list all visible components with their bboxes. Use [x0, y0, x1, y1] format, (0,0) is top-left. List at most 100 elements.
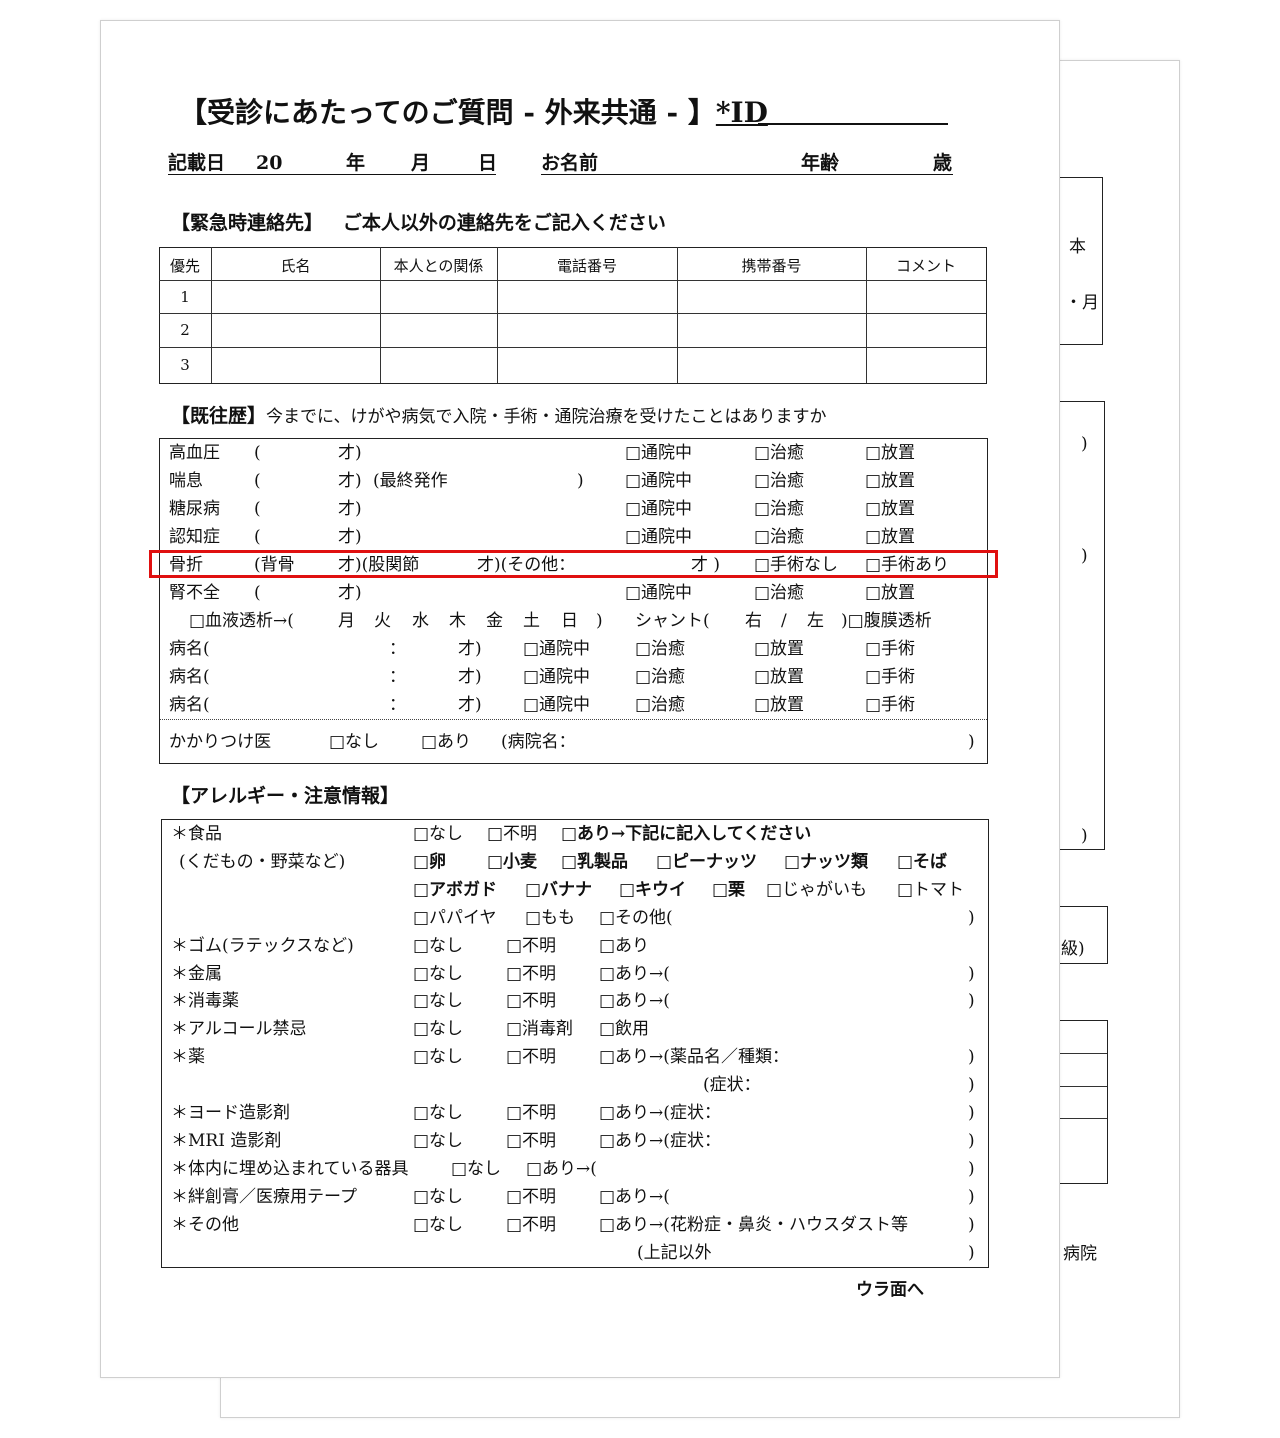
- checkbox-option[interactable]: □なし: [413, 1047, 464, 1068]
- checkbox-option[interactable]: □あり: [599, 935, 650, 956]
- history-text: 喘息: [169, 471, 203, 491]
- checkbox-option[interactable]: □アボガド: [413, 879, 498, 900]
- checkbox-option[interactable]: □あり→下記に記入してください: [561, 824, 812, 844]
- checkbox-option[interactable]: □放置: [754, 695, 805, 715]
- checkbox-option[interactable]: □治癒: [635, 695, 686, 715]
- checkbox-option[interactable]: □不明: [487, 824, 538, 844]
- checkbox-option[interactable]: □なし: [413, 1130, 464, 1151]
- checkbox-option[interactable]: □治癒: [635, 667, 686, 687]
- checkbox-option[interactable]: □あり: [421, 732, 472, 752]
- checkbox-option[interactable]: □あり→(症状：: [599, 1103, 721, 1123]
- checkbox-option[interactable]: □なし: [451, 1158, 502, 1179]
- history-text: (背骨: [254, 555, 295, 575]
- back-page-fragment: ・月: [1065, 293, 1099, 313]
- name-age-field[interactable]: [541, 174, 953, 175]
- checkbox-option[interactable]: □手術: [865, 639, 916, 659]
- checkbox-option[interactable]: □じゃがいも: [766, 879, 868, 900]
- checkbox-option[interactable]: □なし: [413, 824, 464, 844]
- id-field[interactable]: [758, 123, 948, 125]
- checkbox-option[interactable]: □通院中: [625, 499, 693, 519]
- checkbox-option[interactable]: □手術: [865, 695, 916, 715]
- history-text: 才)(その他：: [477, 555, 576, 575]
- checkbox-option[interactable]: □なし: [413, 935, 464, 956]
- date-field[interactable]: [168, 174, 496, 175]
- checkbox-option[interactable]: □あり→(症状：: [599, 1130, 721, 1151]
- checkbox-option[interactable]: □あり→(: [599, 1186, 670, 1207]
- checkbox-option[interactable]: □なし: [413, 963, 464, 984]
- checkbox-option[interactable]: □卵: [413, 851, 447, 872]
- checkbox-option[interactable]: □不明: [506, 1214, 557, 1235]
- header-label: 年齢: [801, 152, 840, 174]
- checkbox-option[interactable]: □もも: [525, 907, 576, 928]
- checkbox-option[interactable]: □通院中: [523, 695, 591, 715]
- checkbox-option[interactable]: □パパイヤ: [413, 907, 497, 928]
- family-doctor-text: かかりつけ医: [169, 732, 272, 752]
- checkbox-option[interactable]: □放置: [865, 527, 916, 547]
- checkbox-option[interactable]: □トマト: [897, 879, 965, 900]
- checkbox-option[interactable]: □治癒: [754, 499, 805, 519]
- history-text: 骨折: [169, 555, 203, 575]
- checkbox-option[interactable]: □あり→(: [599, 963, 670, 984]
- checkbox-option[interactable]: □不明: [506, 1047, 557, 1068]
- checkbox-option[interactable]: □放置: [865, 499, 916, 519]
- checkbox-option[interactable]: □キウイ: [619, 879, 687, 900]
- checkbox-option[interactable]: □その他(: [599, 907, 673, 928]
- history-text: ：: [389, 695, 406, 715]
- checkbox-option[interactable]: □手術あり: [865, 555, 950, 575]
- checkbox-option[interactable]: □ナッツ類: [784, 851, 869, 872]
- checkbox-option[interactable]: □飲用: [599, 1019, 650, 1040]
- checkbox-option[interactable]: □乳製品: [561, 851, 629, 872]
- checkbox-option[interactable]: □バナナ: [525, 879, 593, 900]
- checkbox-option[interactable]: □なし: [413, 1214, 464, 1235]
- checkbox-option[interactable]: □放置: [865, 471, 916, 491]
- checkbox-option[interactable]: □なし: [413, 1186, 464, 1207]
- allergy-text: ＊ヨード造影剤: [171, 1103, 290, 1123]
- checkbox-option[interactable]: □ピーナッツ: [656, 851, 758, 872]
- checkbox-option[interactable]: □治癒: [754, 527, 805, 547]
- checkbox-option[interactable]: □通院中: [523, 667, 591, 687]
- checkbox-option[interactable]: □なし: [413, 1019, 464, 1040]
- emergency-heading: 【緊急時連絡先】 ご本人以外の連絡先をご記入ください: [171, 212, 666, 234]
- checkbox-option[interactable]: □栗: [712, 879, 746, 900]
- history-text: シャント(: [635, 611, 710, 631]
- checkbox-option[interactable]: □治癒: [635, 639, 686, 659]
- checkbox-option[interactable]: □不明: [506, 1130, 557, 1151]
- checkbox-option[interactable]: □通院中: [625, 583, 693, 603]
- checkbox-option[interactable]: □治癒: [754, 583, 805, 603]
- checkbox-option[interactable]: □あり→(: [599, 991, 670, 1012]
- checkbox-option[interactable]: □不明: [506, 1103, 557, 1123]
- checkbox-option[interactable]: □小麦: [487, 851, 538, 872]
- checkbox-option[interactable]: □通院中: [625, 443, 693, 463]
- back-box: [1059, 177, 1103, 345]
- title-text: 【受診にあたってのご質問 - 外来共通 - 】: [179, 96, 716, 129]
- checkbox-option[interactable]: □不明: [506, 935, 557, 956]
- checkbox-option[interactable]: □通院中: [625, 527, 693, 547]
- checkbox-option[interactable]: □通院中: [523, 639, 591, 659]
- checkbox-option[interactable]: □通院中: [625, 471, 693, 491]
- history-text: 才)(股関節: [338, 555, 420, 575]
- checkbox-option[interactable]: □なし: [413, 991, 464, 1012]
- checkbox-option[interactable]: □あり→(: [526, 1158, 597, 1179]
- checkbox-option[interactable]: □不明: [506, 991, 557, 1012]
- header-label: 日: [478, 152, 498, 174]
- allergy-text: ＊ゴム(ラテックスなど): [171, 935, 354, 956]
- table-row-number: 3: [180, 356, 190, 374]
- allergy-text: (症状：: [703, 1075, 761, 1096]
- checkbox-option[interactable]: □治癒: [754, 443, 805, 463]
- checkbox-option[interactable]: □放置: [865, 443, 916, 463]
- checkbox-option[interactable]: □血液透析→(: [189, 611, 294, 631]
- checkbox-option[interactable]: □あり→(花粉症・鼻炎・ハウスダスト等: [599, 1214, 908, 1235]
- checkbox-option[interactable]: □消毒剤: [506, 1019, 574, 1040]
- checkbox-option[interactable]: □手術: [865, 667, 916, 687]
- checkbox-option[interactable]: □放置: [754, 667, 805, 687]
- checkbox-option[interactable]: □手術なし: [754, 555, 839, 575]
- checkbox-option[interactable]: □不明: [506, 1186, 557, 1207]
- checkbox-option[interactable]: □なし: [329, 732, 380, 752]
- checkbox-option[interactable]: □放置: [754, 639, 805, 659]
- checkbox-option[interactable]: □不明: [506, 963, 557, 984]
- checkbox-option[interactable]: □放置: [865, 583, 916, 603]
- checkbox-option[interactable]: □なし: [413, 1103, 464, 1123]
- checkbox-option[interactable]: □そば: [897, 851, 948, 872]
- checkbox-option[interactable]: □治癒: [754, 471, 805, 491]
- checkbox-option[interactable]: □あり→(薬品名／種類：: [599, 1047, 789, 1068]
